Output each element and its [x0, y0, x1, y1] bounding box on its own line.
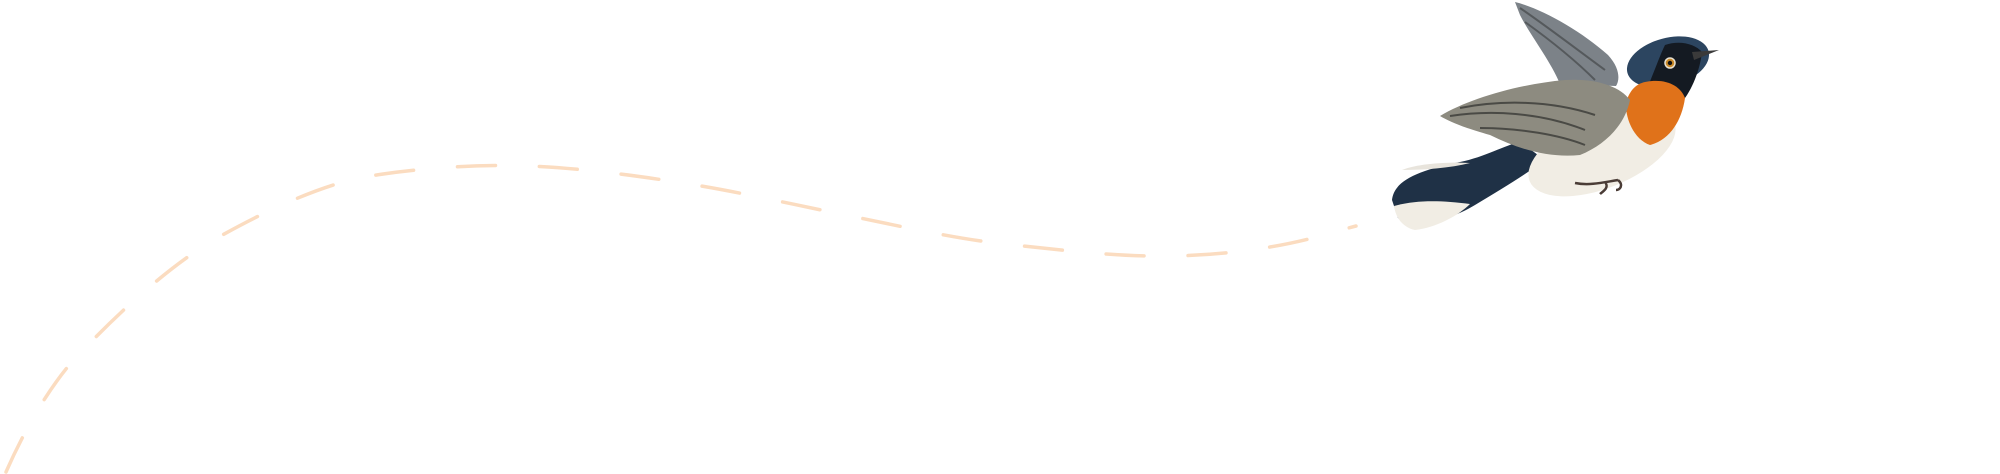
dashed-flight-path: [4, 163, 1358, 474]
bird-lower-wing: [1440, 79, 1630, 156]
bird-mask: [1648, 42, 1702, 102]
bird-legs: [1574, 178, 1623, 195]
bird-throat: [1625, 80, 1685, 145]
bird-icon: [1392, 2, 1719, 230]
bird-beak: [1692, 50, 1719, 60]
bird-tail-tip: [1394, 201, 1470, 230]
